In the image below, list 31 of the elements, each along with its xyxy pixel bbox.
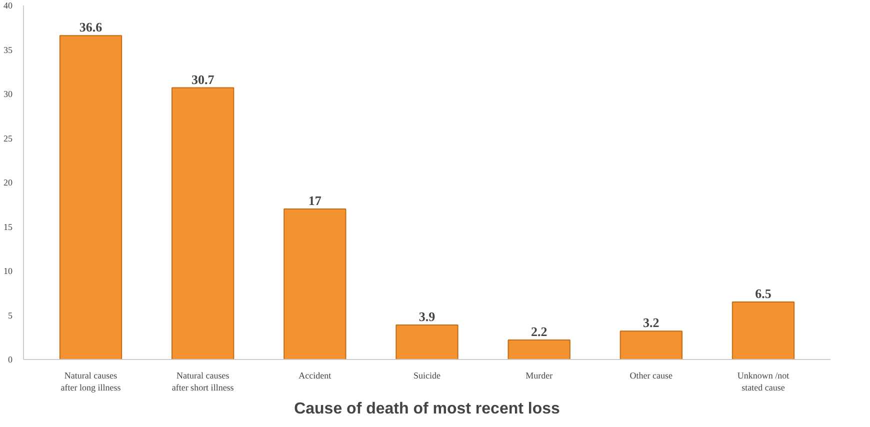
data-label: 36.6: [79, 20, 103, 35]
y-tick-label: 30: [4, 89, 13, 99]
y-tick-label: 20: [4, 178, 13, 188]
y-tick-label: 10: [4, 266, 13, 276]
bar: [59, 35, 122, 360]
x-axis-title: Cause of death of most recent loss: [294, 400, 560, 418]
bar: [508, 340, 570, 360]
x-tick-label: Other cause: [630, 370, 673, 380]
y-tick-label: 0: [8, 354, 13, 364]
data-label: 3.9: [418, 308, 436, 324]
bar: [620, 330, 682, 360]
data-label: 3.2: [643, 315, 660, 330]
y-tick-label: 15: [4, 222, 13, 232]
data-label: 2.2: [530, 324, 548, 340]
bar: [284, 208, 346, 360]
y-tick-label: 40: [4, 0, 13, 10]
x-tick-label: Accident: [298, 370, 332, 380]
bar: [396, 324, 458, 360]
data-label: 6.5: [755, 286, 772, 301]
x-tick-label: Murder: [526, 370, 553, 380]
bar: [172, 87, 234, 360]
x-tick-label: Natural causes after long illness: [60, 370, 122, 392]
y-tick-label: 25: [4, 133, 13, 144]
x-tick-label: Unknown /not stated cause: [737, 370, 790, 392]
y-tick-label: 35: [4, 44, 13, 55]
data-label: 17: [308, 193, 322, 208]
x-tick-label: Suicide: [414, 370, 441, 380]
bar: [732, 301, 795, 360]
x-tick-label: Natural causes after short illness: [172, 370, 234, 392]
y-tick-label: 5: [8, 310, 13, 320]
data-label: 30.7: [191, 72, 215, 87]
